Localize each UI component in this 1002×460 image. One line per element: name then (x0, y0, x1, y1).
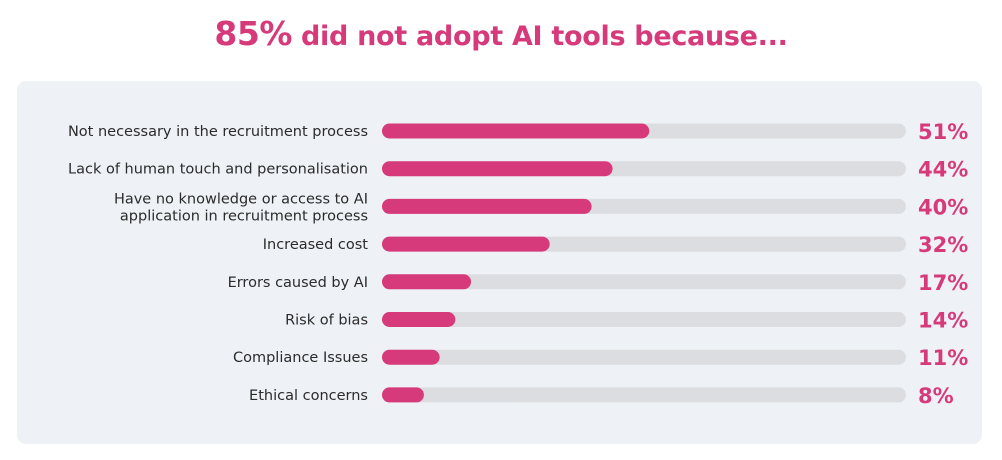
title-rest: did not adopt AI tools because... (291, 21, 788, 52)
bar-row: Increased cost 32% (263, 233, 969, 257)
bar-row: Compliance Issues 11% (233, 346, 968, 370)
bar-fill (382, 312, 456, 327)
bar-fill (382, 198, 592, 214)
title-highlight: 85% (214, 14, 292, 53)
category-label: Errors caused by AI (228, 275, 368, 291)
chart-title: 85% did not adopt AI tools because... (0, 14, 1002, 53)
value-label: 17% (918, 271, 968, 295)
bar-fill (382, 349, 440, 365)
bar-row: Errors caused by AI 17% (228, 271, 969, 295)
bar-track (382, 312, 906, 327)
category-label: Have no knowledge or access to AI applica… (114, 191, 368, 224)
bar-row: Not necessary in the recruitment process… (68, 120, 968, 144)
bar-row: Risk of bias 14% (285, 309, 968, 333)
chart-panel (17, 81, 982, 444)
bar-track (382, 274, 906, 290)
category-label: Risk of bias (285, 313, 368, 329)
bar-fill (382, 387, 424, 403)
bar-fill (382, 274, 472, 290)
value-label: 11% (918, 346, 968, 370)
value-label: 14% (918, 309, 968, 333)
bar-fill (382, 123, 650, 139)
value-label: 32% (918, 233, 968, 257)
category-label: Increased cost (263, 237, 369, 253)
bar-row: Have no knowledge or access to AI applica… (114, 191, 968, 224)
value-label: 44% (918, 158, 968, 182)
category-label: Ethical concerns (249, 388, 368, 404)
bar-fill (382, 236, 550, 252)
bar-row: Ethical concerns 8% (249, 384, 954, 408)
category-label: Not necessary in the recruitment process (68, 124, 368, 140)
bar-row: Lack of human touch and personalisation 4… (68, 158, 968, 182)
value-label: 51% (918, 120, 968, 144)
bar-track (382, 349, 906, 365)
category-label: Compliance Issues (233, 350, 368, 366)
bar-fill (382, 161, 613, 177)
category-label: Lack of human touch and personalisation (68, 162, 368, 178)
bar-track (382, 387, 906, 403)
value-label: 40% (918, 195, 968, 219)
value-label: 8% (918, 384, 954, 408)
